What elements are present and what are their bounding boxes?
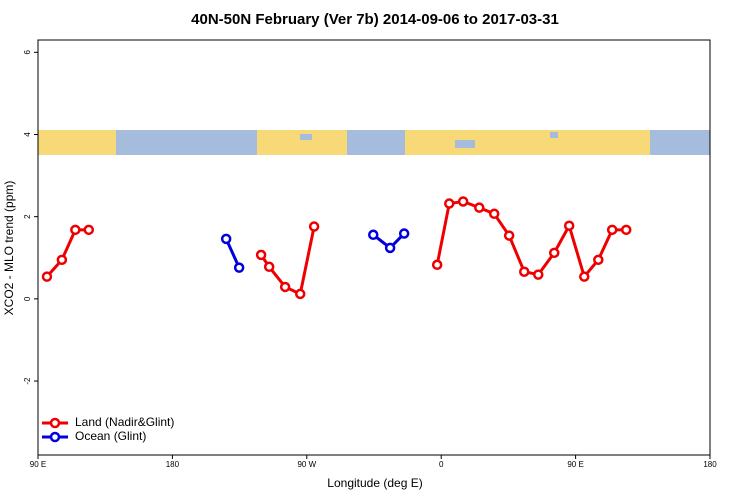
map-strip <box>38 130 710 155</box>
x-tick-label: 180 <box>703 460 717 469</box>
data-point <box>548 247 560 259</box>
data-point <box>503 230 515 241</box>
data-point <box>533 269 544 280</box>
y-tick-label: 2 <box>23 214 32 219</box>
data-point <box>294 288 306 300</box>
data-point <box>431 259 443 271</box>
y-tick-label: -2 <box>23 377 32 385</box>
series-line <box>45 199 627 297</box>
x-tick-label: 90 E <box>567 460 583 469</box>
data-point <box>279 281 291 293</box>
data-point <box>308 221 320 232</box>
plot-frame <box>37 39 711 456</box>
data-point <box>606 224 618 236</box>
chart-title: 40N-50N February (Ver 7b) 2014-09-06 to … <box>191 11 559 28</box>
data-point <box>255 249 267 261</box>
data-point <box>220 233 232 245</box>
data-point <box>83 224 95 236</box>
y-tick-label: 4 <box>23 132 32 137</box>
legend-label: Ocean (Glint) <box>75 429 146 443</box>
data-point <box>488 208 500 220</box>
legend-marker <box>49 431 61 443</box>
series-line <box>224 232 406 269</box>
data-point <box>579 271 590 282</box>
data-point <box>444 198 455 209</box>
data-point <box>233 262 245 273</box>
x-tick-label: 90 E <box>30 460 46 469</box>
data-point <box>56 254 68 266</box>
legend-marker <box>49 417 61 429</box>
x-tick-label: 0 <box>439 460 444 469</box>
x-axis-label: Longitude (deg E) <box>327 476 422 490</box>
y-axis-label: XCO2 - MLO trend (ppm) <box>2 181 16 316</box>
data-point <box>518 266 530 277</box>
data-point <box>398 228 410 239</box>
x-tick-label: 90 W <box>297 460 316 469</box>
data-point <box>457 196 469 207</box>
data-point <box>368 229 379 241</box>
data-point <box>70 224 81 236</box>
x-tick-label: 180 <box>166 460 180 469</box>
data-point <box>593 254 604 266</box>
data-point <box>384 242 396 254</box>
data-point <box>563 220 575 231</box>
y-tick-label: 0 <box>23 296 32 301</box>
data-point <box>474 202 485 213</box>
data-point <box>263 261 275 273</box>
y-tick-label: 6 <box>23 50 32 55</box>
data-point <box>620 224 632 236</box>
data-point <box>41 271 53 282</box>
legend-label: Land (Nadir&Glint) <box>75 415 174 429</box>
